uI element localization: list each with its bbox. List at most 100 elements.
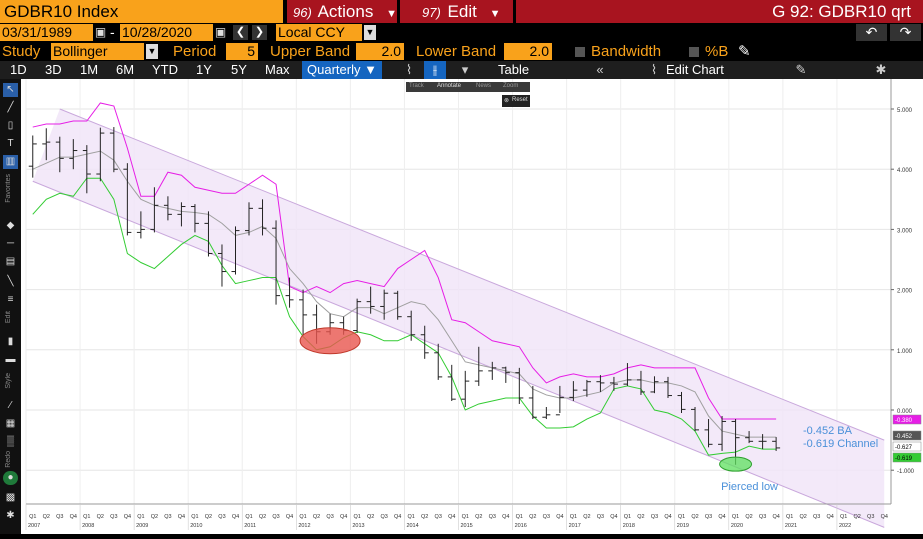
study-dropdown-icon[interactable]: ▼ [146, 44, 158, 59]
upper-band-input[interactable]: 2.0 [356, 43, 404, 60]
drawing-icon[interactable]: ✎ [795, 62, 807, 77]
reset-label: Reset [512, 97, 528, 103]
quarter-label: Q2 [799, 514, 806, 520]
line-width-icon[interactable]: ⁄ [9, 400, 12, 411]
undo-button[interactable]: ↶ [856, 24, 887, 41]
gear-icon[interactable]: ✱ [875, 62, 887, 77]
axis-layer: 5.000 4.000 3.000 2.000 1.000 0.000 -1.000 Q1 Q2… [25, 79, 915, 530]
lower-band-input[interactable]: 2.0 [504, 43, 552, 60]
ohlc-bar [299, 289, 308, 335]
calendar-icon[interactable]: ▣ [94, 25, 107, 39]
ohlc-layer [28, 127, 781, 465]
period-1m[interactable]: 1M [80, 62, 99, 77]
price-tag: -0.627 [892, 441, 922, 452]
eraser-icon[interactable]: ▮ [7, 336, 14, 347]
range-bar: 03/31/1989 ▣ - 10/28/2020 ▣ ❮ ❯ Local CC… [0, 23, 923, 42]
period-input[interactable]: 5 [226, 43, 258, 60]
chart-type-dropdown-icon[interactable]: ▾ [461, 62, 469, 77]
quarter-label: Q4 [772, 514, 779, 520]
annotate-icon[interactable]: ▯ [7, 120, 14, 131]
popup-news[interactable]: News [476, 83, 492, 89]
redo-button[interactable]: ↷ [890, 24, 921, 41]
ohlc-bar [596, 375, 605, 392]
quarter-label: Q3 [380, 514, 387, 520]
popup-zoom[interactable]: Zoom [503, 83, 519, 89]
trend-icon[interactable]: ╲ [7, 276, 14, 287]
red-highlight-ellipse [299, 327, 361, 355]
settings-icon[interactable]: ✱ [6, 510, 15, 521]
bandwidth-checkbox[interactable] [575, 47, 585, 57]
year-label: 2013 [352, 523, 364, 529]
price-tag-box [892, 441, 922, 452]
shape-icon[interactable]: ◆ [6, 220, 15, 231]
period-max[interactable]: Max [265, 62, 290, 77]
green-circle-icon[interactable]: ● [3, 471, 18, 485]
quarter-label: Q4 [827, 514, 834, 520]
text-icon[interactable]: T [7, 138, 14, 149]
quarter-label: Q4 [394, 514, 401, 520]
quarter-label: Q2 [367, 514, 374, 520]
fill-icon[interactable]: ▒ [6, 436, 15, 447]
quarter-label: Q2 [529, 514, 536, 520]
horizontal-line-icon[interactable]: ─ [6, 238, 15, 249]
period-ytd[interactable]: YTD [152, 62, 178, 77]
quarter-label: Q1 [516, 514, 523, 520]
chart-area[interactable]: 5.000 4.000 3.000 2.000 1.000 0.000 -1.000 Q1 Q2… [21, 79, 923, 534]
period-5y[interactable]: 5Y [231, 62, 247, 77]
pctb-checkbox[interactable] [689, 47, 699, 57]
period-1y[interactable]: 1Y [196, 62, 212, 77]
reset-button[interactable]: ⊗ Reset [502, 95, 530, 107]
line-tool-icon[interactable]: ╱ [7, 102, 14, 113]
line-chart-icon[interactable]: ⌇ [405, 62, 413, 77]
quarter-label: Q3 [813, 514, 820, 520]
ticker-field[interactable]: GDBR10 Index [0, 0, 283, 23]
prev-arrow-icon[interactable]: ❮ [233, 25, 248, 40]
next-arrow-icon[interactable]: ❯ [252, 25, 267, 40]
upper-band-label: Upper Band [270, 43, 351, 60]
start-date-field[interactable]: 03/31/1989 [0, 24, 93, 41]
edit-chart-button[interactable]: Edit Chart [666, 62, 724, 77]
color-icon[interactable]: ▦ [5, 418, 16, 429]
ohlc-chart-icon[interactable]: ⫲ [424, 61, 446, 79]
study-select[interactable]: Bollinger [51, 43, 144, 60]
year-label: 2010 [190, 523, 202, 529]
pencil-icon[interactable]: ✎ [738, 43, 751, 60]
delete-icon[interactable]: ▬ [5, 354, 16, 365]
end-date-field[interactable]: 10/28/2020 [120, 24, 213, 41]
quarter-label: Q4 [286, 514, 293, 520]
ohlc-bar [55, 136, 64, 173]
period-3d[interactable]: 3D [45, 62, 62, 77]
palette-icon[interactable]: ▩ [5, 492, 16, 503]
cursor-icon[interactable]: ↖ [3, 83, 18, 97]
price-tag-label: -0.452 [895, 434, 913, 440]
channel-icon[interactable]: ▤ [5, 256, 16, 267]
currency-select[interactable]: Local CCY [276, 24, 362, 41]
series-lower-band [32, 177, 777, 456]
ohlc-bar [82, 145, 91, 194]
reset-icon: ⊗ [504, 98, 510, 104]
y-tick-label: 0.000 [897, 409, 913, 415]
year-label: 2012 [298, 523, 310, 529]
quarter-label: Q1 [29, 514, 36, 520]
popup-annotate[interactable]: Annotate [437, 83, 462, 89]
collapse-icon[interactable]: « [596, 62, 604, 77]
calendar-icon[interactable]: ▣ [214, 25, 227, 39]
frequency-select[interactable]: Quarterly ▼ [302, 61, 382, 79]
currency-dropdown-icon[interactable]: ▼ [364, 25, 376, 40]
ohlc-bar [245, 202, 254, 236]
period-6m[interactable]: 6M [116, 62, 135, 77]
popup-track[interactable]: Track [409, 83, 424, 89]
period-1d[interactable]: 1D [10, 62, 27, 77]
table-button[interactable]: Table [498, 62, 530, 77]
y-tick-label: 4.000 [897, 168, 913, 174]
chevron-down-icon: ▼ [489, 8, 501, 20]
fib-icon[interactable]: ≡ [7, 294, 14, 305]
quarter-label: Q4 [610, 514, 617, 520]
actions-button[interactable]: 96) Actions ▼ [287, 0, 397, 23]
channel-label: -0.619 Channel [803, 438, 878, 450]
quarter-label: Q1 [786, 514, 793, 520]
ohlc-bar [542, 406, 551, 420]
bars-icon[interactable]: ▥ [3, 155, 18, 169]
chart-svg[interactable]: 5.000 4.000 3.000 2.000 1.000 0.000 -1.000 Q1 Q2… [21, 79, 923, 534]
edit-button[interactable]: 97) Edit ▼ [400, 0, 513, 23]
